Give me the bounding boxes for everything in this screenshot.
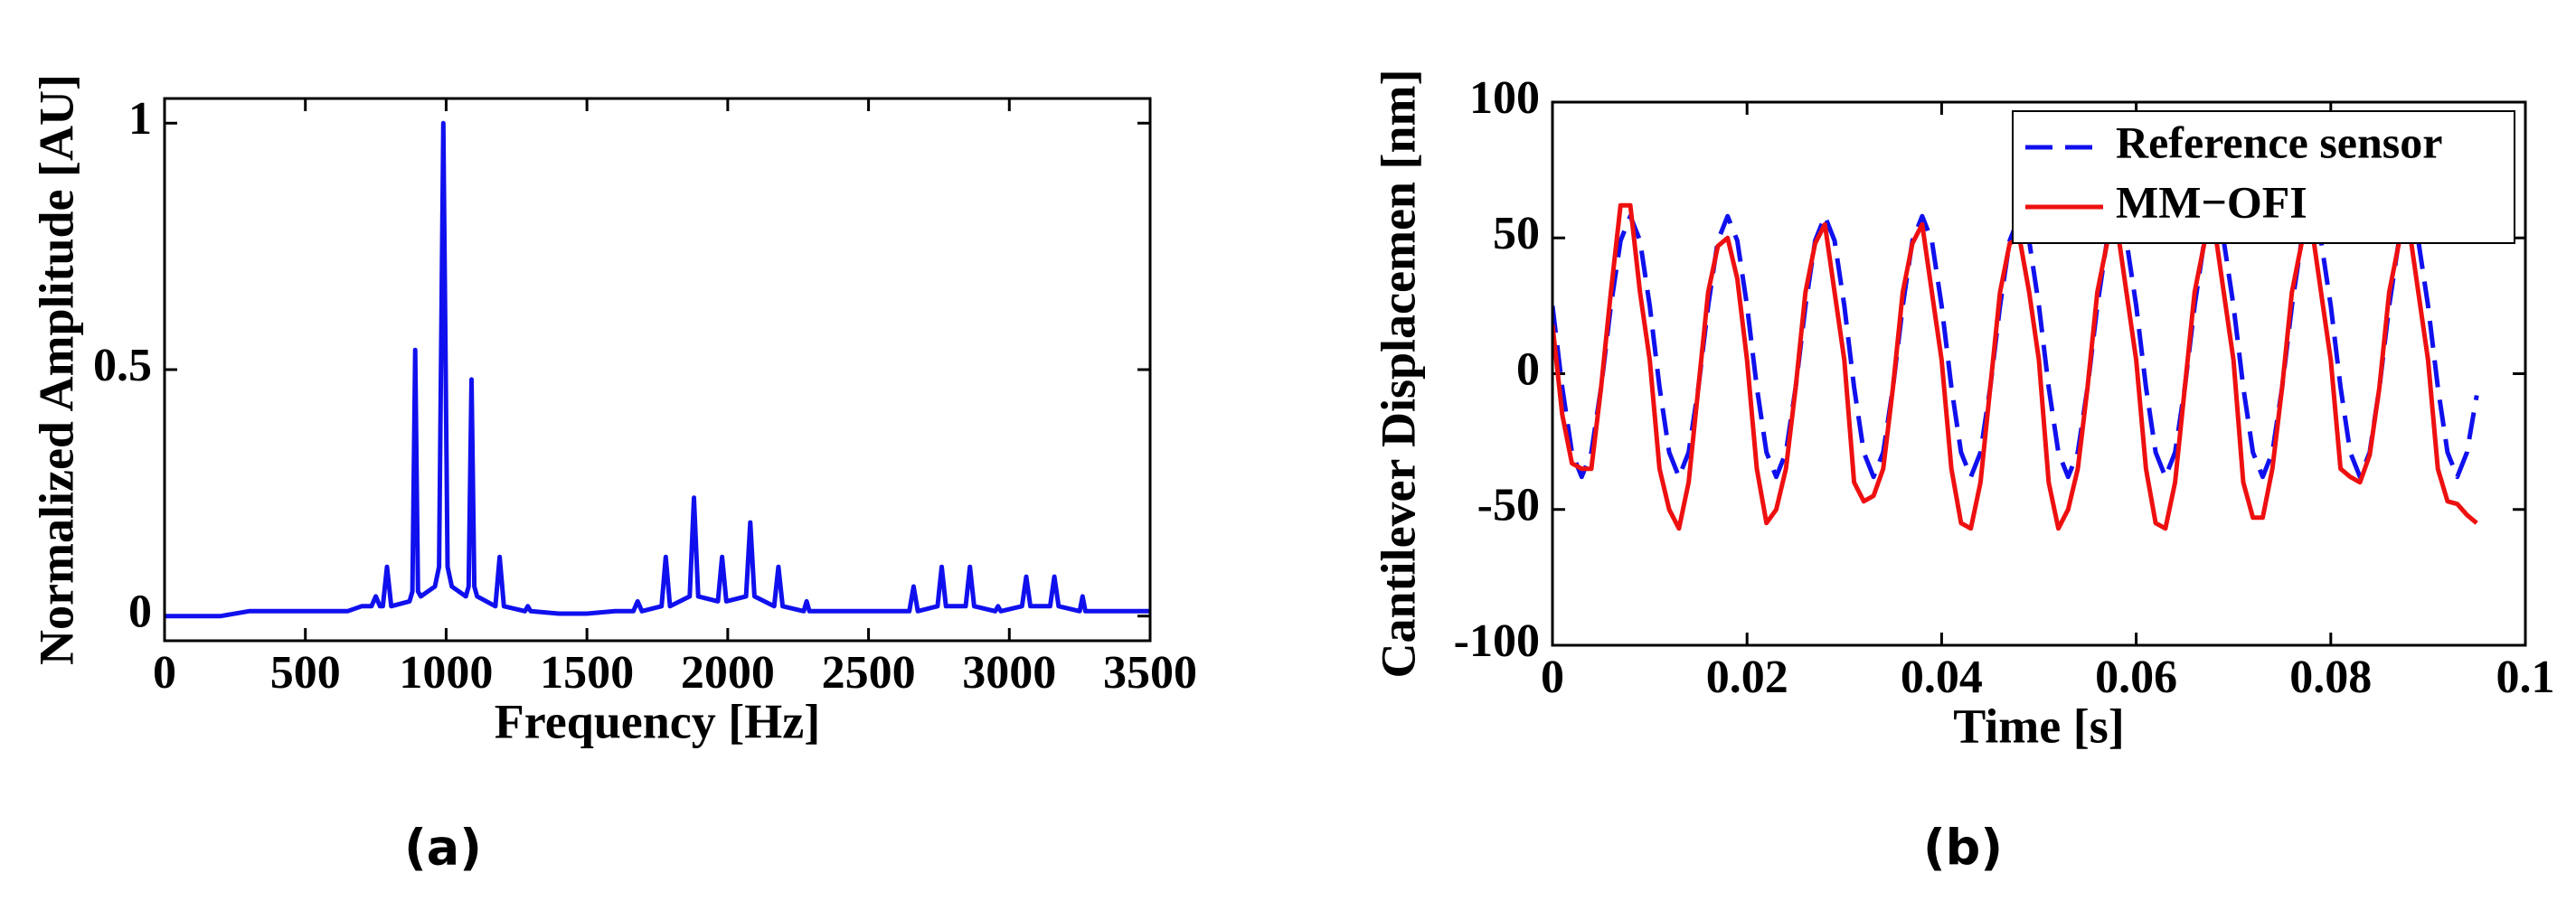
x-tick-label: 1500 <box>540 647 634 699</box>
y-tick-label: 0.5 <box>93 340 152 391</box>
x-tick-label: 0 <box>1541 652 1564 703</box>
y-tick-label: 1 <box>128 93 152 145</box>
axes-box <box>165 99 1150 641</box>
plot-area <box>165 120 1150 619</box>
x-tick-label: 0.04 <box>1901 652 1983 703</box>
x-tick-label: 2500 <box>822 647 916 699</box>
x-tick-label: 0.06 <box>2095 652 2177 703</box>
caption: (a) <box>404 820 482 877</box>
x-tick-label: 1000 <box>399 647 493 699</box>
y-axis-label: Cantilever Displacemen [nm] <box>1371 70 1425 679</box>
x-tick-label: 0.1 <box>2496 652 2555 703</box>
x-tick-label: 2000 <box>681 647 775 699</box>
y-tick-label: -100 <box>1454 615 1540 667</box>
x-tick-label: 500 <box>270 647 341 699</box>
data-line <box>165 120 1150 619</box>
x-tick-label: 3000 <box>962 647 1056 699</box>
y-tick-label: 50 <box>1493 208 1540 259</box>
y-tick-label: -50 <box>1477 480 1540 531</box>
axes-frame <box>163 97 1152 643</box>
y-tick-label: 0 <box>128 587 152 638</box>
y-axis-label: Normalized Amplitude [AU] <box>29 74 83 665</box>
x-axis-label: Time [s] <box>1953 699 2124 753</box>
legend-box <box>2012 110 2515 244</box>
y-tick-label: 0 <box>1516 343 1540 395</box>
x-tick-label: 3500 <box>1103 647 1197 699</box>
x-tick-label: 0.08 <box>2289 652 2372 703</box>
caption: (b) <box>1923 820 2003 877</box>
y-tick-label: 100 <box>1469 72 1540 124</box>
axes-frame <box>1551 100 2527 647</box>
x-axis-label: Frequency [Hz] <box>495 694 820 748</box>
legend-label: MM−OFI <box>2116 176 2307 227</box>
legend-label: Reference sensor <box>2116 117 2442 167</box>
x-tick-label: 0.02 <box>1706 652 1788 703</box>
x-tick-label: 0 <box>153 647 176 699</box>
